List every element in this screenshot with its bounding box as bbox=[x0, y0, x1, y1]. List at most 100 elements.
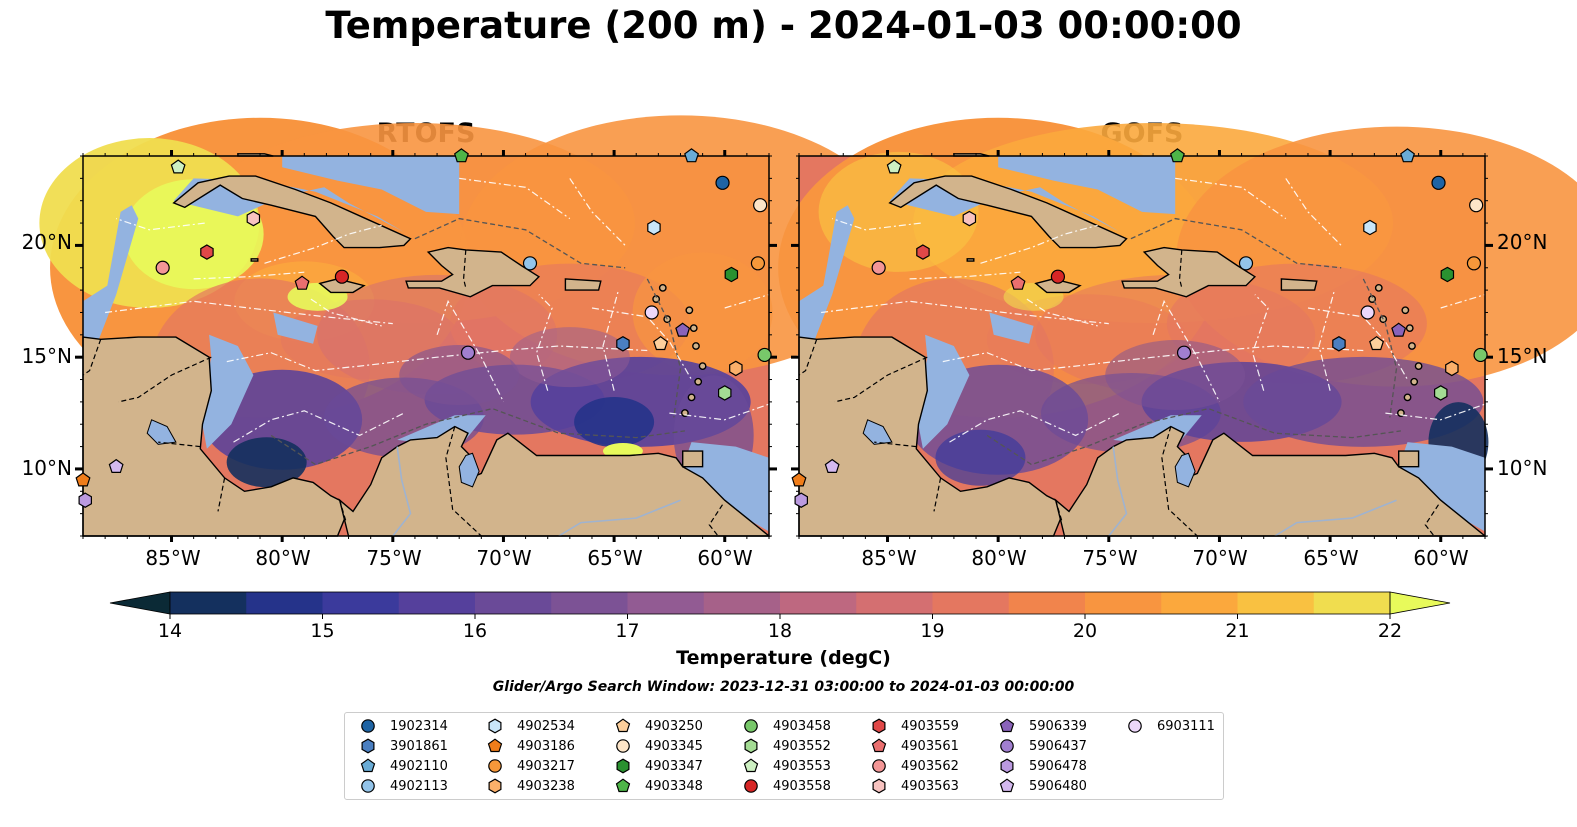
map-panel-rtofs[interactable] bbox=[39, 115, 901, 542]
legend-marker-5906478[interactable] bbox=[1000, 758, 1014, 774]
legend-item[interactable]: 5906480 bbox=[998, 777, 1087, 795]
legend-item[interactable]: 3901861 bbox=[359, 737, 448, 755]
legend-item[interactable]: 4903558 bbox=[742, 777, 831, 795]
legend-marker-5906437[interactable] bbox=[1000, 739, 1014, 753]
float-4903562[interactable] bbox=[155, 260, 170, 275]
float-3901861[interactable] bbox=[1332, 336, 1346, 352]
float-4903559[interactable] bbox=[200, 244, 214, 260]
legend-marker-4903552[interactable] bbox=[744, 738, 758, 754]
float-4903561[interactable] bbox=[294, 275, 310, 290]
legend-item[interactable]: 5906478 bbox=[998, 757, 1087, 775]
legend-item[interactable]: 4903458 bbox=[742, 717, 831, 735]
legend-item[interactable]: 5906339 bbox=[998, 717, 1087, 735]
float-4903558[interactable] bbox=[334, 269, 350, 284]
float-4903348[interactable] bbox=[453, 148, 469, 163]
legend-item[interactable]: 4902113 bbox=[359, 777, 448, 795]
float-4902113[interactable] bbox=[522, 256, 538, 271]
legend-marker-4903348[interactable] bbox=[615, 778, 631, 793]
legend-marker-4903553[interactable] bbox=[743, 758, 759, 773]
float-4903553[interactable] bbox=[170, 159, 186, 174]
float-4903238[interactable] bbox=[729, 360, 743, 377]
float-4903347[interactable] bbox=[1440, 266, 1455, 283]
float-4903238[interactable] bbox=[1445, 360, 1459, 377]
float-5906480[interactable] bbox=[108, 458, 124, 473]
float-4903250[interactable] bbox=[653, 335, 669, 351]
legend-item[interactable]: 4903186 bbox=[486, 737, 575, 755]
float-4902534[interactable] bbox=[1363, 219, 1377, 236]
float-3901861[interactable] bbox=[616, 336, 630, 352]
float-5906339[interactable] bbox=[1391, 322, 1407, 337]
legend-marker-4903186[interactable] bbox=[487, 738, 503, 753]
float-4903458[interactable] bbox=[757, 347, 772, 363]
float-4903217[interactable] bbox=[1466, 256, 1482, 271]
float-4902110[interactable] bbox=[684, 148, 700, 163]
legend-marker-4903217[interactable] bbox=[488, 759, 502, 773]
legend-item[interactable]: 4903552 bbox=[742, 737, 831, 755]
legend-marker-4903345[interactable] bbox=[616, 739, 630, 753]
float-4903553[interactable] bbox=[886, 159, 902, 174]
float-4903563[interactable] bbox=[246, 210, 261, 227]
float-4903558[interactable] bbox=[1050, 269, 1066, 284]
legend-item[interactable]: 4903348 bbox=[614, 777, 703, 795]
legend-item[interactable]: 4903347 bbox=[614, 757, 703, 775]
legend-item[interactable]: 1902314 bbox=[359, 717, 448, 735]
legend-marker-4903238[interactable] bbox=[488, 778, 502, 794]
float-4902113[interactable] bbox=[1238, 256, 1254, 271]
float-4903559[interactable] bbox=[916, 244, 930, 260]
legend-item[interactable]: 5906437 bbox=[998, 737, 1087, 755]
float-4903250[interactable] bbox=[1369, 335, 1385, 351]
legend-marker-4903458[interactable] bbox=[744, 719, 758, 733]
float-4903561[interactable] bbox=[1010, 275, 1026, 290]
float-4903186[interactable] bbox=[75, 472, 91, 487]
legend-marker-3901861[interactable] bbox=[361, 738, 375, 754]
legend-marker-4902110[interactable] bbox=[360, 758, 376, 773]
float-5906339[interactable] bbox=[675, 322, 691, 337]
legend-marker-4903563[interactable] bbox=[872, 778, 886, 794]
legend-marker-4902113[interactable] bbox=[361, 779, 375, 793]
legend-item[interactable]: 4903562 bbox=[870, 757, 959, 775]
map-panel-gofs[interactable] bbox=[778, 117, 1577, 542]
legend-marker-4902534[interactable] bbox=[488, 718, 502, 734]
legend-item[interactable]: 4902110 bbox=[359, 757, 448, 775]
legend-item[interactable]: 4903250 bbox=[614, 717, 703, 735]
legend-item[interactable]: 4903563 bbox=[870, 777, 959, 795]
float-4903552[interactable] bbox=[717, 385, 732, 401]
legend-item[interactable]: 4903561 bbox=[870, 737, 959, 755]
float-5906437[interactable] bbox=[1176, 345, 1192, 360]
float-1902314[interactable] bbox=[1431, 175, 1446, 190]
legend-item[interactable]: 4903553 bbox=[742, 757, 831, 775]
legend-marker-4903250[interactable] bbox=[615, 718, 631, 733]
float-4903217[interactable] bbox=[750, 256, 766, 271]
float-4903345[interactable] bbox=[753, 198, 768, 213]
float-4903552[interactable] bbox=[1433, 385, 1448, 401]
float-4903563[interactable] bbox=[962, 210, 977, 227]
float-4903347[interactable] bbox=[724, 266, 739, 283]
legend-marker-4903558[interactable] bbox=[744, 779, 758, 793]
legend-marker-4903347[interactable] bbox=[616, 758, 630, 774]
legend-item[interactable]: 4902534 bbox=[486, 717, 575, 735]
legend-item[interactable]: 4903217 bbox=[486, 757, 575, 775]
float-5906478[interactable] bbox=[794, 492, 808, 508]
legend-marker-5906339[interactable] bbox=[999, 718, 1015, 733]
float-4903562[interactable] bbox=[871, 260, 886, 275]
float-5906478[interactable] bbox=[78, 492, 92, 508]
float-4902110[interactable] bbox=[1400, 148, 1416, 163]
float-5906480[interactable] bbox=[824, 458, 840, 473]
legend-item[interactable]: 6903111 bbox=[1126, 717, 1215, 735]
legend-item[interactable]: 4903238 bbox=[486, 777, 575, 795]
legend-marker-1902314[interactable] bbox=[361, 719, 375, 733]
legend-marker-5906480[interactable] bbox=[999, 778, 1015, 793]
float-4903458[interactable] bbox=[1473, 347, 1488, 363]
float-1902314[interactable] bbox=[715, 175, 730, 190]
legend-marker-4903561[interactable] bbox=[871, 738, 887, 753]
float-6903111[interactable] bbox=[644, 305, 659, 320]
float-4902534[interactable] bbox=[647, 219, 661, 236]
float-6903111[interactable] bbox=[1360, 305, 1375, 320]
float-5906437[interactable] bbox=[460, 345, 476, 360]
legend-item[interactable]: 4903345 bbox=[614, 737, 703, 755]
float-4903348[interactable] bbox=[1169, 148, 1185, 163]
legend-marker-4903559[interactable] bbox=[872, 718, 886, 734]
float-4903186[interactable] bbox=[791, 472, 807, 487]
legend-item[interactable]: 4903559 bbox=[870, 717, 959, 735]
legend-marker-4903562[interactable] bbox=[872, 759, 886, 773]
